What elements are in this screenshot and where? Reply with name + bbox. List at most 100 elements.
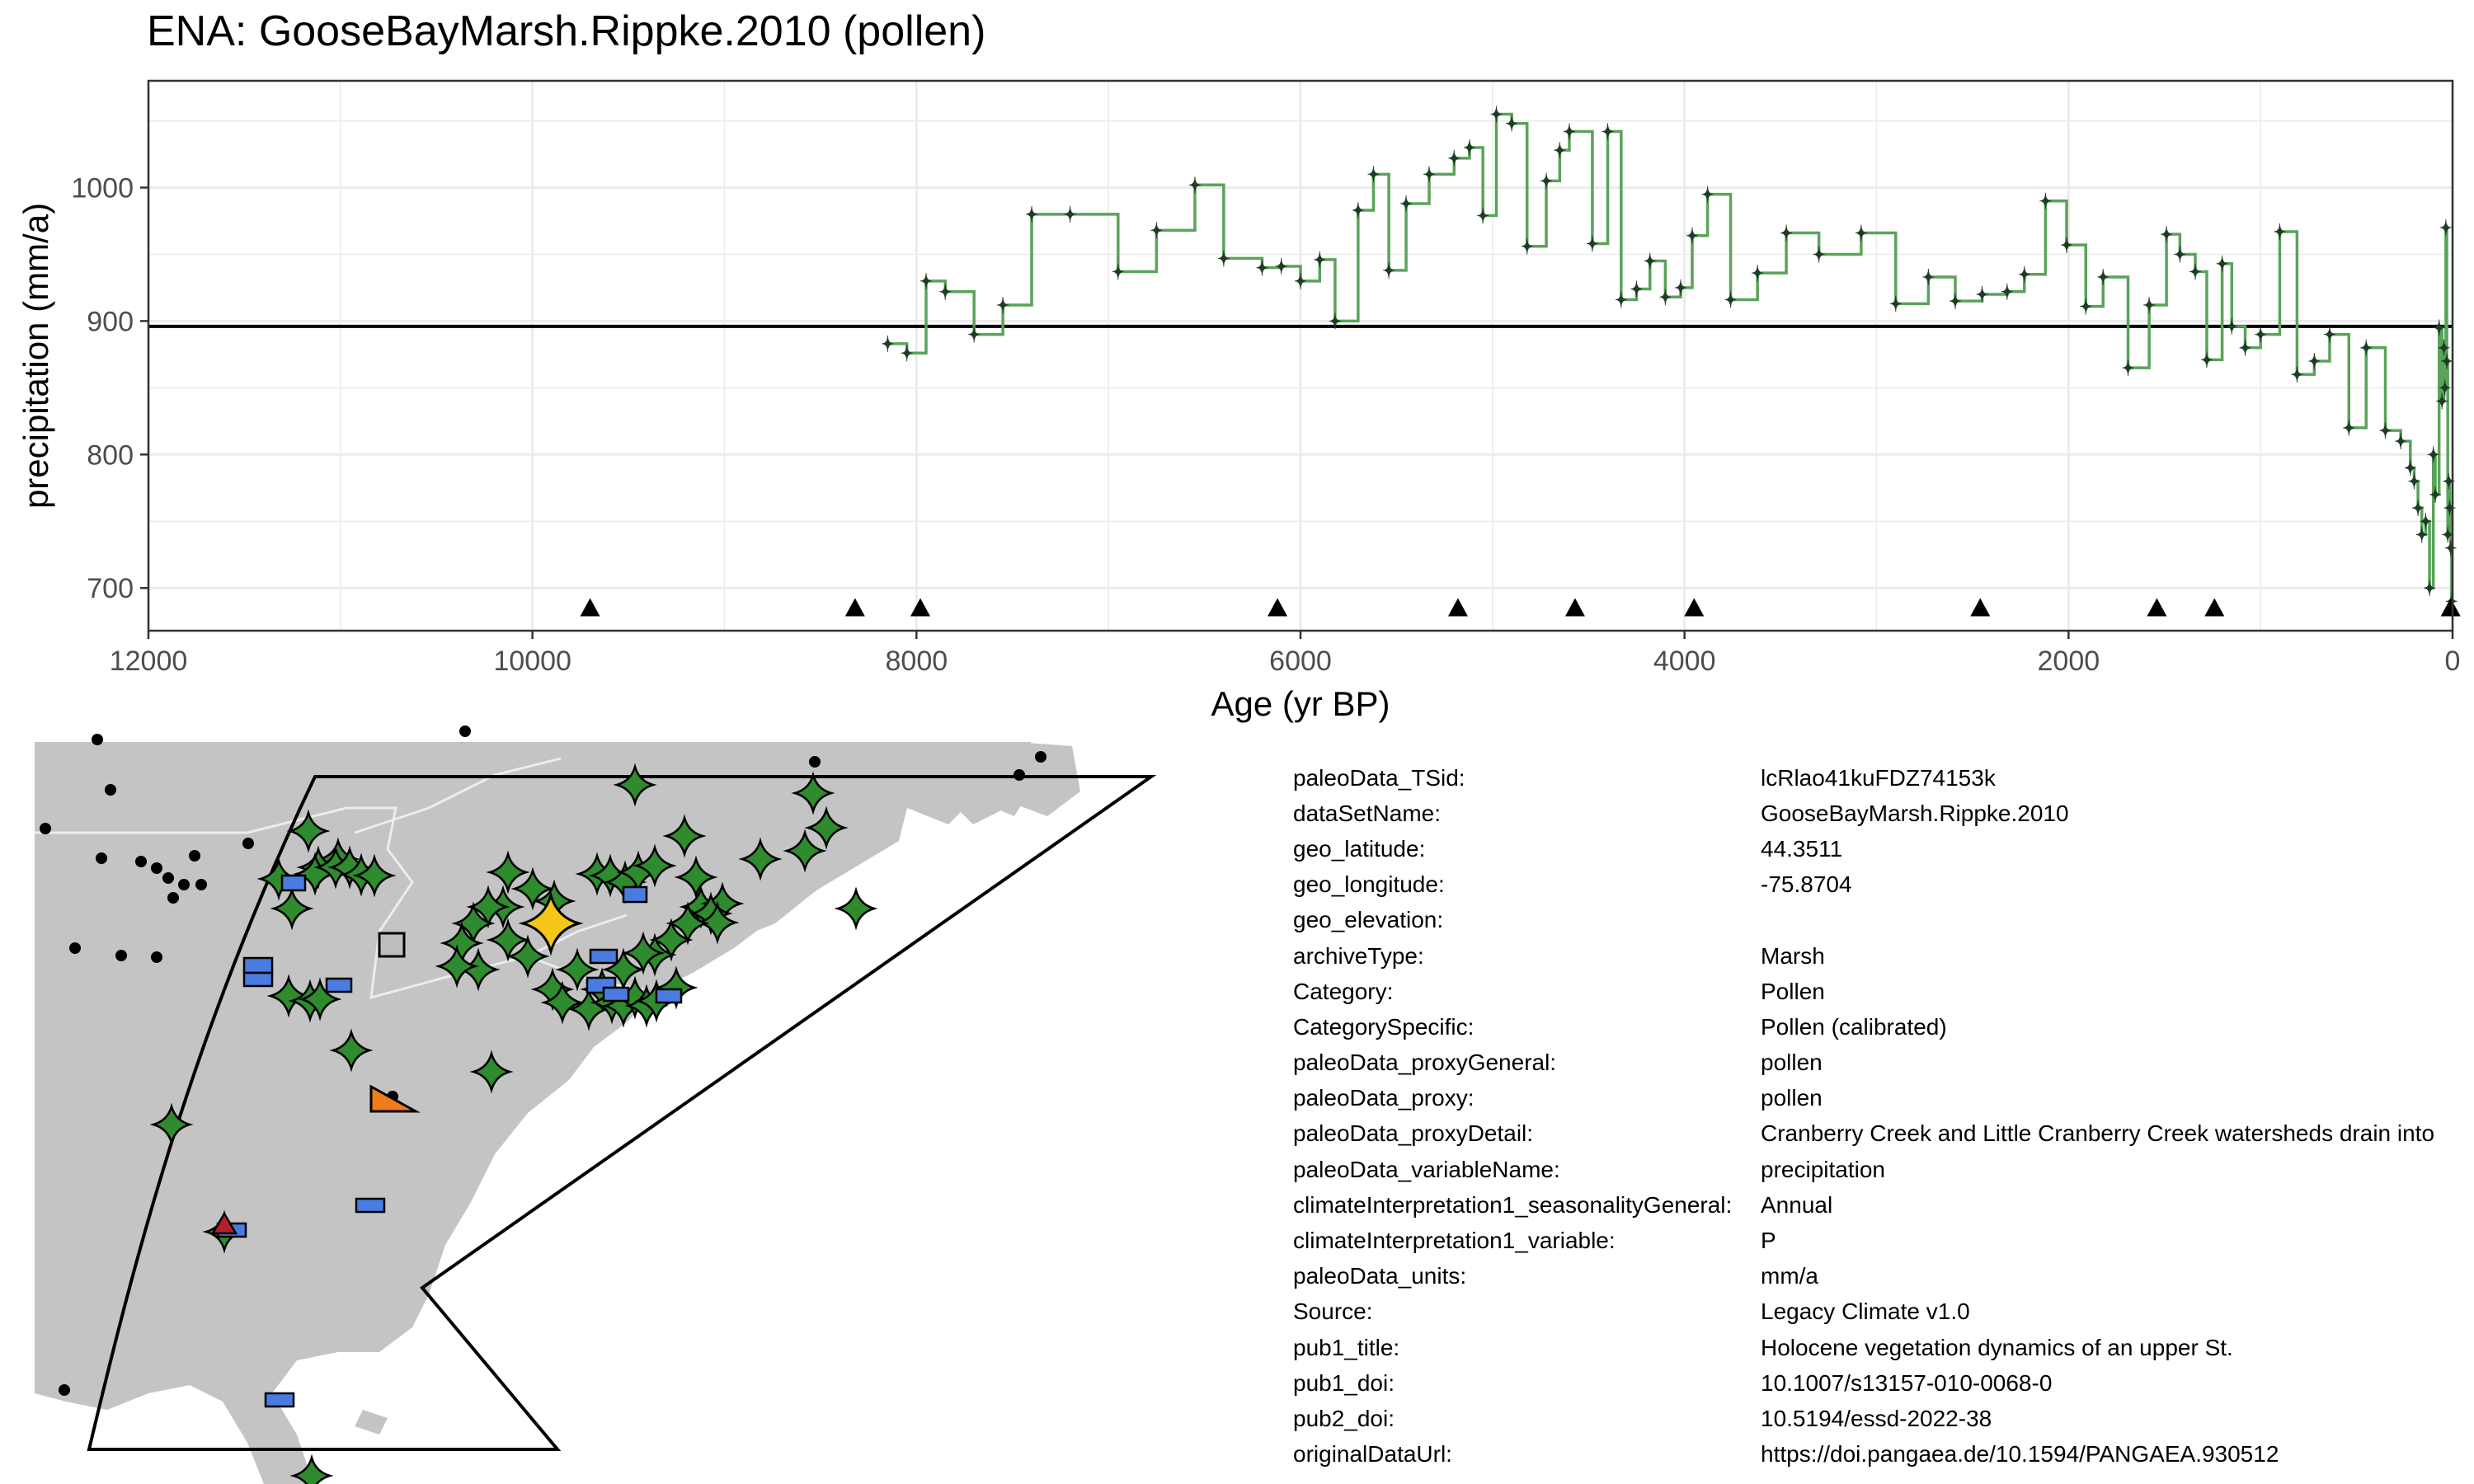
x-tick-label: 2000 bbox=[2038, 646, 2100, 677]
site-dot bbox=[40, 823, 51, 834]
metadata-key: climateInterpretation1_seasonalityGenera… bbox=[1293, 1191, 1733, 1218]
metadata-key: pub2_doi: bbox=[1293, 1405, 1395, 1431]
metadata-value: GooseBayMarsh.Rippke.2010 bbox=[1761, 800, 2069, 826]
x-tick-label: 4000 bbox=[1653, 646, 1716, 677]
data-point bbox=[2444, 539, 2457, 556]
y-tick-label: 900 bbox=[87, 306, 134, 337]
axes: 12000 10000 8000 6000 4000 2000 0 700 800 900 1000 bbox=[71, 173, 2460, 677]
data-point bbox=[1026, 205, 1038, 223]
y-tick-label: 700 bbox=[87, 573, 134, 604]
chronology-triangle bbox=[1564, 598, 1585, 617]
data-point bbox=[2001, 283, 2013, 300]
data-point bbox=[2039, 192, 2052, 209]
site-square bbox=[378, 932, 406, 958]
data-point bbox=[1352, 202, 1364, 219]
metadata-key: Category: bbox=[1293, 978, 1394, 1004]
metadata-key: paleoData_proxy: bbox=[1293, 1085, 1475, 1111]
site-dot bbox=[189, 850, 200, 862]
data-point bbox=[1586, 235, 1598, 252]
metadata-value: Pollen (calibrated) bbox=[1761, 1013, 1947, 1040]
metadata-row: paleoData_TSid: lcRlao41kuFDZ74153k bbox=[1293, 760, 2474, 796]
site-dot bbox=[135, 856, 147, 867]
site-star-icon bbox=[654, 965, 698, 1010]
site-dot bbox=[105, 784, 116, 796]
data-point bbox=[1506, 115, 1518, 132]
site-star-icon bbox=[506, 934, 550, 979]
site-dot bbox=[1014, 769, 1025, 781]
data-point bbox=[1615, 291, 1627, 308]
land-north-america bbox=[35, 742, 1039, 1484]
site-rectangle bbox=[242, 971, 274, 988]
metadata-row: geo_elevation: bbox=[1293, 903, 2474, 938]
metadata-row: Category: Pollen bbox=[1293, 974, 2474, 1009]
chronology-triangle bbox=[844, 598, 865, 617]
x-tick-label: 0 bbox=[2445, 646, 2461, 677]
chronology-triangle bbox=[2204, 598, 2225, 617]
metadata-row: climateInterpretation1_variable: P bbox=[1293, 1223, 2474, 1258]
data-point bbox=[1554, 142, 1566, 159]
site-dot bbox=[195, 879, 207, 890]
data-point bbox=[2122, 359, 2134, 377]
metadata-value: Cranberry Creek and Little Cranberry Cre… bbox=[1761, 1120, 2435, 1147]
data-point bbox=[1686, 227, 1699, 244]
data-point bbox=[2291, 366, 2303, 383]
data-point bbox=[1659, 289, 1672, 306]
metadata-value: 44.3511 bbox=[1761, 835, 1843, 862]
site-dot bbox=[178, 879, 190, 890]
metadata-row: paleoData_units: mm/a bbox=[1293, 1259, 2474, 1294]
data-point bbox=[2200, 351, 2213, 369]
land-island-bahamas bbox=[355, 1410, 388, 1435]
site-star-icon bbox=[352, 853, 397, 898]
site-star-icon bbox=[510, 866, 555, 911]
x-axis-label: Age (yr BP) bbox=[1211, 684, 1390, 723]
data-point bbox=[997, 296, 1009, 313]
site-dot bbox=[69, 942, 81, 954]
data-point bbox=[2404, 459, 2416, 477]
site-red-triangle bbox=[210, 1211, 238, 1235]
data-point bbox=[2239, 339, 2251, 356]
site-dot bbox=[96, 852, 107, 864]
metadata-key: CategorySpecific: bbox=[1293, 1013, 1475, 1040]
data-point bbox=[2343, 419, 2355, 436]
metadata-value: -75.8704 bbox=[1761, 871, 1852, 898]
metadata-value: Holocene vegetation dynamics of an upper… bbox=[1761, 1334, 2233, 1360]
site-rectangle bbox=[655, 988, 683, 1004]
x-tick-label: 8000 bbox=[886, 646, 948, 677]
metadata-key: pub1_doi: bbox=[1293, 1369, 1395, 1396]
site-rectangle bbox=[589, 948, 618, 965]
metadata-key: geo_elevation: bbox=[1293, 907, 1444, 933]
data-point bbox=[1256, 259, 1268, 276]
metadata-key: climateInterpretation1_variable: bbox=[1293, 1228, 1616, 1254]
site-star-icon bbox=[621, 931, 666, 975]
metadata-value: P bbox=[1761, 1228, 1776, 1254]
site-star-icon bbox=[518, 890, 584, 956]
data-point bbox=[2080, 298, 2092, 315]
data-point bbox=[1602, 123, 1614, 140]
chronology-triangle bbox=[580, 598, 600, 617]
metadata-value: https://doi.pangaea.de/10.1594/PANGAEA.9… bbox=[1761, 1441, 2279, 1468]
site-dot bbox=[151, 951, 162, 963]
data-point bbox=[1780, 224, 1793, 242]
site-dot bbox=[242, 838, 254, 849]
data-point bbox=[1563, 123, 1575, 140]
site-star-icon bbox=[289, 1453, 334, 1484]
site-rectangle bbox=[602, 986, 630, 1003]
site-star-icon bbox=[674, 855, 718, 899]
metadata-row: paleoData_proxy: pollen bbox=[1293, 1081, 2474, 1116]
chronology-triangle bbox=[1684, 598, 1705, 617]
metadata-row: archiveType: Marsh bbox=[1293, 938, 2474, 974]
site-star-icon bbox=[555, 947, 600, 992]
site-dot bbox=[162, 872, 174, 884]
data-point bbox=[2097, 268, 2109, 285]
data-point bbox=[2174, 246, 2186, 263]
metadata-row: pub1_title: Holocene vegetation dynamics … bbox=[1293, 1330, 2474, 1365]
metadata-row: geo_latitude: 44.3511 bbox=[1293, 831, 2474, 866]
site-star-icon bbox=[662, 814, 707, 858]
data-point bbox=[939, 283, 952, 300]
site-rectangle bbox=[280, 874, 307, 892]
data-point bbox=[1275, 258, 1287, 275]
map-sites bbox=[40, 726, 1047, 1484]
data-point bbox=[2424, 580, 2436, 597]
data-point bbox=[2412, 500, 2425, 517]
metadata-value: lcRlao41kuFDZ74153k bbox=[1761, 764, 1996, 791]
